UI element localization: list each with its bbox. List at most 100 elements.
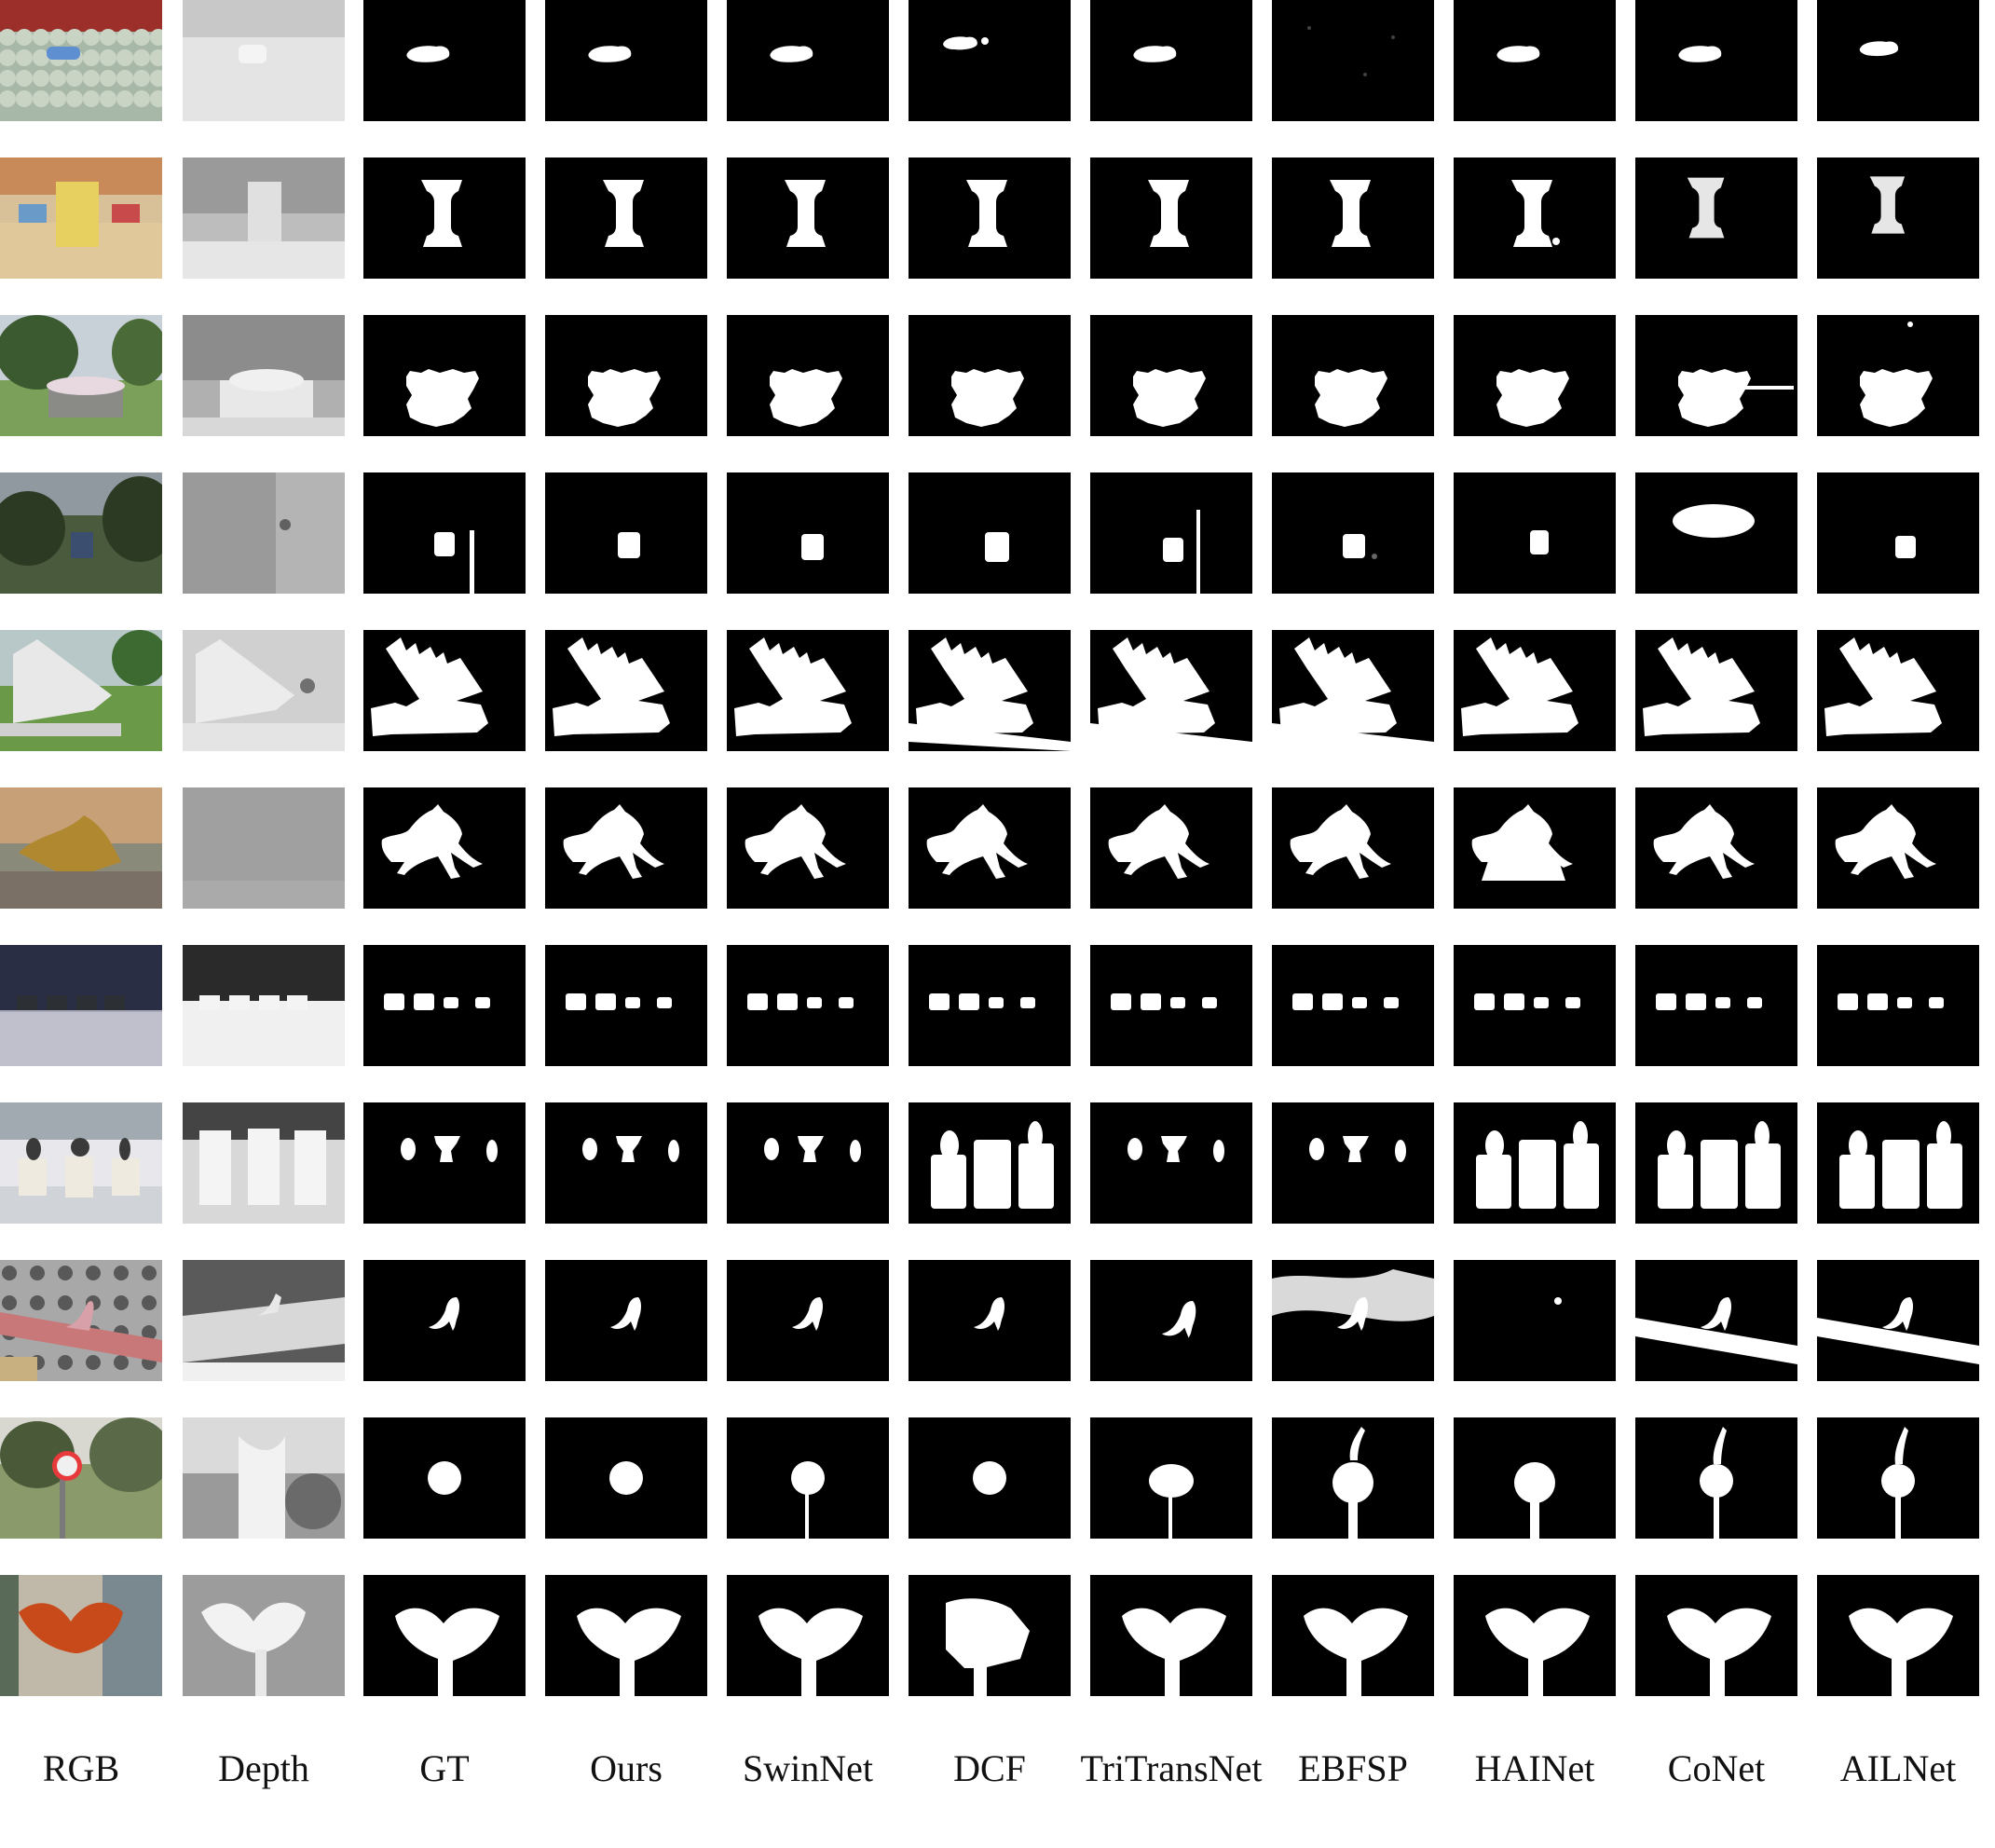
cell-flower-planter-hainet [1454, 315, 1616, 436]
cell-sign-in-trees-ours [545, 472, 707, 594]
cell-water-bottles-tritransnet [1090, 0, 1252, 121]
cell-water-bottles-hainet [1454, 0, 1616, 121]
cell-horse-statue-gt [363, 787, 526, 909]
cell-red-heart-sculpture-tritransnet [1090, 1575, 1252, 1696]
cell-high-heel-shoe-depth [183, 1260, 345, 1381]
cell-no-horn-sign-swinnet [727, 1417, 889, 1539]
cell-slanted-monument-tritransnet [1090, 630, 1252, 751]
cell-high-heel-shoe-rgb [0, 1260, 162, 1381]
column-label-ailnet: AILNet [1839, 1747, 1957, 1789]
cell-water-bottles-dcf [909, 0, 1071, 121]
cell-sign-in-trees-dcf [909, 472, 1071, 594]
cell-no-horn-sign-conet [1635, 1417, 1797, 1539]
cell-horse-statue-ailnet [1817, 787, 1979, 909]
cell-no-horn-sign-gt [363, 1417, 526, 1539]
cell-red-heart-sculpture-ours [545, 1575, 707, 1696]
cell-no-horn-sign-ailnet [1817, 1417, 1979, 1539]
cell-horse-statue-dcf [909, 787, 1071, 909]
cell-horse-statue-hainet [1454, 787, 1616, 909]
cell-flower-planter-depth [183, 315, 345, 436]
cell-high-heel-shoe-dcf [909, 1260, 1071, 1381]
cell-i-shaped-object-on-boxes-ailnet [1817, 157, 1979, 279]
cell-flower-planter-ebfsp [1272, 315, 1434, 436]
cell-no-horn-sign-dcf [909, 1417, 1071, 1539]
cell-red-heart-sculpture-rgb [0, 1575, 162, 1696]
cell-museum-vases-dcf [909, 1102, 1071, 1224]
cell-i-shaped-object-on-boxes-dcf [909, 157, 1071, 279]
cell-flower-planter-tritransnet [1090, 315, 1252, 436]
column-label-depth: Depth [218, 1747, 309, 1789]
cell-four-vessels-swinnet [727, 945, 889, 1066]
cell-slanted-monument-dcf [909, 630, 1071, 751]
cell-museum-vases-swinnet [727, 1102, 889, 1224]
column-label-dcf: DCF [953, 1747, 1026, 1789]
cell-high-heel-shoe-swinnet [727, 1260, 889, 1381]
cell-red-heart-sculpture-ebfsp [1272, 1575, 1434, 1696]
cell-water-bottles-rgb [0, 0, 162, 121]
cell-no-horn-sign-rgb [0, 1417, 162, 1539]
cell-no-horn-sign-hainet [1454, 1417, 1616, 1539]
cell-four-vessels-tritransnet [1090, 945, 1252, 1066]
cell-museum-vases-ebfsp [1272, 1102, 1434, 1224]
cell-red-heart-sculpture-gt [363, 1575, 526, 1696]
cell-horse-statue-tritransnet [1090, 787, 1252, 909]
column-label-conet: CoNet [1667, 1747, 1766, 1789]
cell-sign-in-trees-hainet [1454, 472, 1616, 594]
cell-slanted-monument-swinnet [727, 630, 889, 751]
cell-four-vessels-dcf [909, 945, 1071, 1066]
cell-museum-vases-tritransnet [1090, 1102, 1252, 1224]
cell-i-shaped-object-on-boxes-conet [1635, 157, 1797, 279]
cell-four-vessels-depth [183, 945, 345, 1066]
cell-horse-statue-rgb [0, 787, 162, 909]
cell-sign-in-trees-conet [1635, 472, 1797, 594]
cell-no-horn-sign-ours [545, 1417, 707, 1539]
cell-no-horn-sign-ebfsp [1272, 1417, 1434, 1539]
cell-slanted-monument-gt [363, 630, 526, 751]
cell-water-bottles-swinnet [727, 0, 889, 121]
cell-flower-planter-ailnet [1817, 315, 1979, 436]
cell-slanted-monument-ailnet [1817, 630, 1979, 751]
cell-museum-vases-hainet [1454, 1102, 1616, 1224]
cell-museum-vases-ailnet [1817, 1102, 1979, 1224]
cell-four-vessels-conet [1635, 945, 1797, 1066]
cell-horse-statue-ours [545, 787, 707, 909]
column-label-hainet: HAINet [1474, 1747, 1595, 1789]
cell-flower-planter-rgb [0, 315, 162, 436]
cell-sign-in-trees-swinnet [727, 472, 889, 594]
cell-slanted-monument-ours [545, 630, 707, 751]
cell-i-shaped-object-on-boxes-ours [545, 157, 707, 279]
cell-slanted-monument-ebfsp [1272, 630, 1434, 751]
cell-slanted-monument-depth [183, 630, 345, 751]
cell-slanted-monument-hainet [1454, 630, 1616, 751]
cell-museum-vases-ours [545, 1102, 707, 1224]
column-label-ours: Ours [590, 1747, 663, 1789]
cell-water-bottles-gt [363, 0, 526, 121]
cell-water-bottles-ailnet [1817, 0, 1979, 121]
column-label-rgb: RGB [42, 1747, 120, 1789]
column-label-swinnet: SwinNet [743, 1747, 873, 1789]
cell-i-shaped-object-on-boxes-depth [183, 157, 345, 279]
cell-four-vessels-ours [545, 945, 707, 1066]
cell-horse-statue-swinnet [727, 787, 889, 909]
cell-no-horn-sign-depth [183, 1417, 345, 1539]
cell-high-heel-shoe-tritransnet [1090, 1260, 1252, 1381]
cell-sign-in-trees-ailnet [1817, 472, 1979, 594]
cell-red-heart-sculpture-ailnet [1817, 1575, 1979, 1696]
cell-sign-in-trees-ebfsp [1272, 472, 1434, 594]
column-label-tritransnet: TriTransNet [1080, 1747, 1263, 1789]
cell-slanted-monument-conet [1635, 630, 1797, 751]
cell-sign-in-trees-tritransnet [1090, 472, 1252, 594]
cell-four-vessels-ebfsp [1272, 945, 1434, 1066]
cell-horse-statue-ebfsp [1272, 787, 1434, 909]
column-label-gt: GT [419, 1747, 470, 1789]
cell-red-heart-sculpture-depth [183, 1575, 345, 1696]
cell-high-heel-shoe-ours [545, 1260, 707, 1381]
cell-slanted-monument-rgb [0, 630, 162, 751]
cell-four-vessels-hainet [1454, 945, 1616, 1066]
cell-water-bottles-conet [1635, 0, 1797, 121]
cell-high-heel-shoe-ailnet [1817, 1260, 1979, 1381]
cell-museum-vases-conet [1635, 1102, 1797, 1224]
cell-high-heel-shoe-gt [363, 1260, 526, 1381]
cell-four-vessels-rgb [0, 945, 162, 1066]
